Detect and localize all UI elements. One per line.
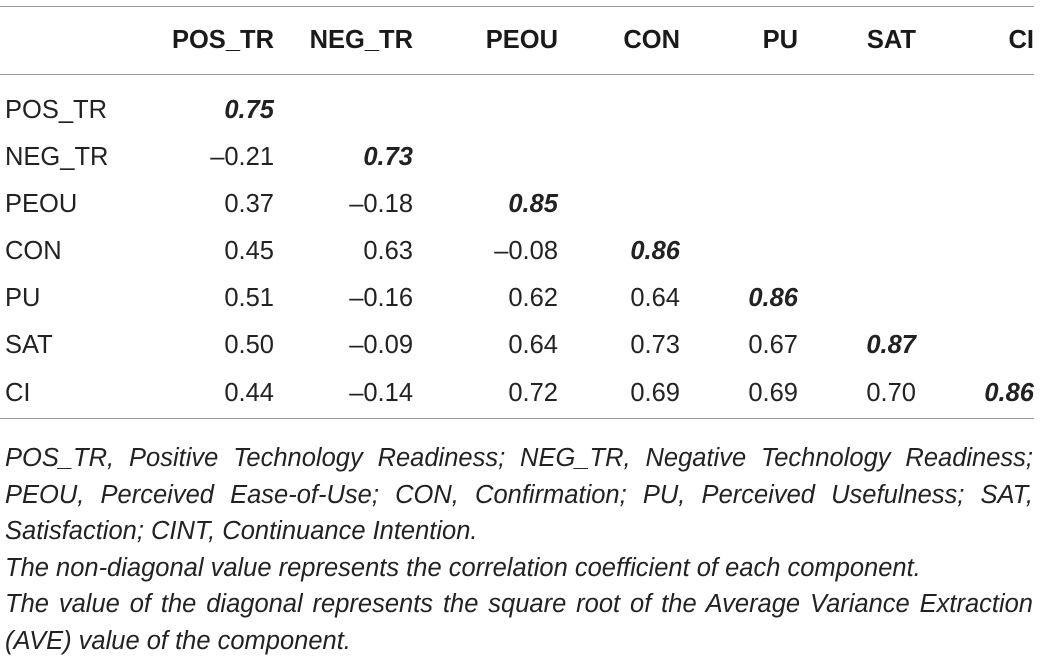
row-label: NEG_TR [5,143,109,171]
row-label: PEOU [5,190,78,218]
row-label: POS_TR [5,96,108,124]
table-cell [680,181,798,228]
table-cell [798,75,916,135]
table-cell: 0.37 [224,190,274,218]
table-cell [558,75,680,135]
table-cell [680,75,798,135]
header-corner-cell [0,7,126,75]
table-cell [798,134,916,181]
column-header: CON [623,26,680,54]
table-cell: 0.63 [363,237,413,265]
diagonal-cell: 0.75 [224,96,274,124]
table-cell: 0.69 [630,379,680,407]
table-cell: 0.45 [224,237,274,265]
table-cell [798,228,916,275]
correlation-table: POS_TR NEG_TR PEOU CON PU SAT CI POS_TR … [0,6,1034,419]
table-cell: 0.73 [630,331,680,359]
column-header: POS_TR [171,26,274,54]
table-header-row: POS_TR NEG_TR PEOU CON PU SAT CI [0,6,1035,75]
table-row: POS_TR 0.75 [0,75,1034,135]
table-cell: –0.16 [349,284,413,312]
table-cell: 0.50 [224,331,274,359]
table-row: PEOU 0.37 –0.18 0.85 [0,181,1034,228]
diagonal-cell: 0.86 [630,237,680,265]
column-header: NEG_TR [309,26,413,54]
row-label: CI [5,379,31,407]
row-label: SAT [5,331,53,359]
diagonal-cell: 0.86 [984,379,1034,407]
table-cell [916,181,1034,228]
table-cell [413,75,558,135]
column-header: PEOU [485,26,558,54]
table-row: SAT 0.50 –0.09 0.64 0.73 0.67 0.87 [0,322,1034,369]
diagonal-cell: 0.87 [866,331,916,359]
table-row: PU 0.51 –0.16 0.62 0.64 0.86 [0,275,1034,322]
table-cell: –0.08 [494,237,558,265]
table-cell: 0.62 [508,284,558,312]
table-footnotes: POS_TR, Positive Technology Readiness; N… [5,440,1033,659]
table-cell [916,75,1034,135]
column-header: SAT [866,26,916,54]
table-cell: 0.64 [630,284,680,312]
non-diagonal-note: The non-diagonal value represents the co… [5,553,921,582]
row-label: PU [5,284,41,312]
diagonal-cell: 0.85 [508,190,558,218]
table-cell [558,134,680,181]
table-cell: –0.09 [349,331,413,359]
table-cell: 0.44 [224,379,274,407]
table-row: NEG_TR –0.21 0.73 [0,134,1034,181]
diagonal-note: The value of the diagonal represents the… [5,590,1033,655]
table-cell [274,75,413,135]
table-cell [916,134,1034,181]
diagonal-cell: 0.86 [748,284,798,312]
table-cell [558,181,680,228]
table-cell [916,228,1034,275]
table-row: CI 0.44 –0.14 0.72 0.69 0.69 0.70 0.86 [0,369,1034,419]
row-label: CON [5,237,62,265]
abbreviations-note: POS_TR, Positive Technology Readiness; N… [5,444,1033,545]
table-cell: –0.14 [349,379,413,407]
table-cell: 0.64 [508,331,558,359]
column-header: CI [1008,26,1035,54]
table-cell [798,275,916,322]
table-cell [413,134,558,181]
table-cell: 0.51 [224,284,274,312]
diagonal-cell: 0.73 [363,143,413,171]
table-cell [798,181,916,228]
table-row: CON 0.45 0.63 –0.08 0.86 [0,228,1034,275]
table-cell: –0.21 [210,143,274,171]
column-header: PU [762,26,798,54]
table-cell [916,275,1034,322]
table-cell [916,322,1034,369]
table-cell: 0.69 [748,379,798,407]
table-cell: 0.67 [748,331,798,359]
table-cell [680,134,798,181]
table-cell: 0.70 [866,379,916,407]
table-cell [680,228,798,275]
table-cell: –0.18 [349,190,413,218]
table-cell: 0.72 [508,379,558,407]
